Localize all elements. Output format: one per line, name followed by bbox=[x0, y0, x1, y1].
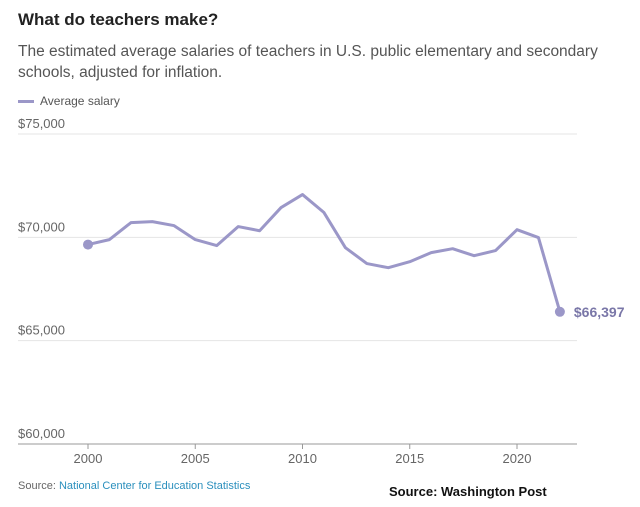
legend: Average salary bbox=[18, 94, 120, 108]
source-prefix: Source: bbox=[18, 480, 59, 492]
series-line bbox=[87, 193, 562, 313]
end-value-label: $66,397 bbox=[574, 304, 625, 320]
x-tick-label: 2000 bbox=[74, 451, 103, 466]
y-tick-label: $75,000 bbox=[18, 116, 65, 131]
x-tick-label: 2010 bbox=[288, 451, 317, 466]
credit: Source: Washington Post bbox=[389, 484, 547, 499]
y-tick-label: $70,000 bbox=[18, 219, 65, 234]
line-chart: $60,000 $65,000 $70,000 $75,000 2000 2005 2010… bbox=[18, 116, 625, 466]
legend-swatch bbox=[18, 99, 34, 103]
x-tick-label: 2015 bbox=[395, 451, 424, 466]
data-point bbox=[83, 239, 93, 250]
source-note: Source: National Center for Education St… bbox=[18, 480, 250, 492]
chart-subtitle: The estimated average salaries of teache… bbox=[18, 43, 598, 81]
data-point bbox=[554, 306, 565, 317]
y-tick-label: $65,000 bbox=[18, 323, 65, 338]
chart-title: What do teachers make? bbox=[18, 10, 219, 29]
y-tick-label: $60,000 bbox=[18, 426, 65, 441]
legend-label: Average salary bbox=[40, 94, 120, 108]
x-tick-label: 2005 bbox=[181, 451, 210, 466]
x-tick-label: 2020 bbox=[503, 451, 532, 466]
source-link[interactable]: National Center for Education Statistics bbox=[58, 480, 251, 492]
